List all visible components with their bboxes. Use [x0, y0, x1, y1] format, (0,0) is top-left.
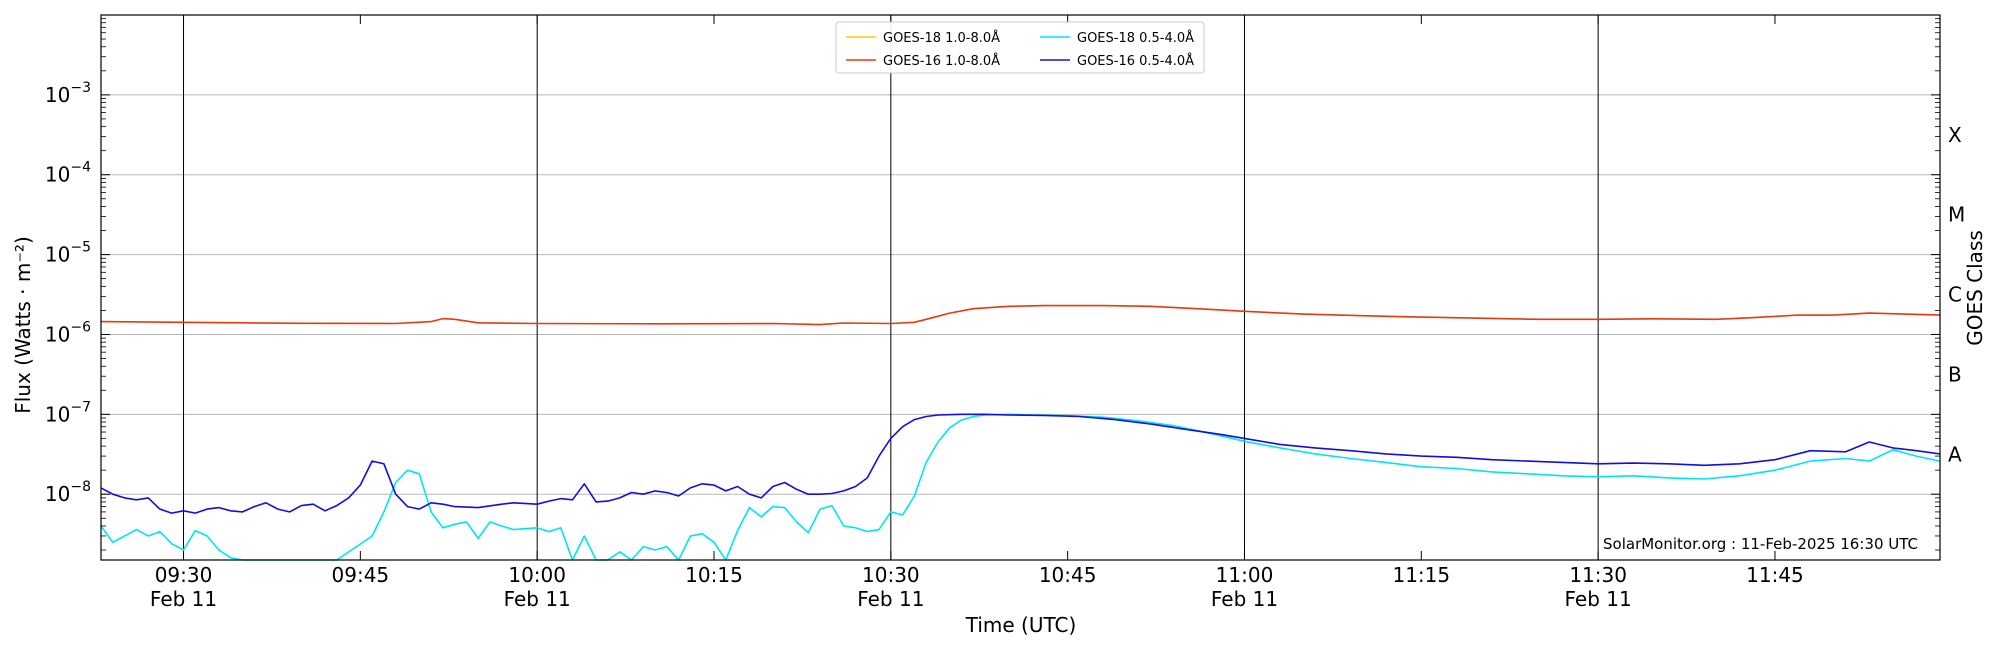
x-tick-date-label: Feb 11	[150, 587, 217, 611]
y-tick-label: 10−7	[45, 399, 91, 426]
goes-class-axis-label: GOES Class	[1963, 230, 1987, 346]
x-tick-label: 10:00	[508, 563, 566, 587]
series-lines	[100, 304, 1941, 561]
goes-class-label: B	[1948, 362, 1962, 386]
legend-label: GOES-18 1.0-8.0Å	[883, 30, 1000, 46]
x-tick-label: 11:45	[1746, 563, 1804, 587]
x-tick-label: 11:00	[1216, 563, 1274, 587]
x-tick-label: 11:30	[1569, 563, 1627, 587]
legend: GOES-18 1.0-8.0Å GOES-16 1.0-8.0Å GOES-18 …	[835, 21, 1205, 74]
y-tick-label: 10−6	[45, 319, 91, 346]
x-tick-date-label: Feb 11	[504, 587, 571, 611]
x-tick-label: 11:15	[1392, 563, 1450, 587]
x-tick-date-label: Feb 11	[1211, 587, 1278, 611]
legend-label: GOES-16 0.5-4.0Å	[1077, 53, 1194, 69]
x-tick-label: 10:30	[862, 563, 920, 587]
goes-class-label: A	[1948, 442, 1962, 466]
x-axis-label: Time (UTC)	[965, 613, 1077, 637]
y-tick-label: 10−3	[45, 80, 91, 107]
x-tick-label: 10:45	[1039, 563, 1097, 587]
goes-class-label: X	[1948, 123, 1962, 147]
y-tick-label: 10−4	[45, 160, 91, 187]
goes-class-label: C	[1948, 283, 1962, 307]
series-line	[100, 304, 1941, 326]
x-tick-date-label: Feb 11	[1565, 587, 1632, 611]
series-line	[100, 413, 1941, 514]
goes-class-label: M	[1948, 203, 1965, 227]
plot-frame	[100, 14, 1941, 561]
y-axis-label: Flux (Watts · m⁻²)	[11, 236, 35, 414]
grid	[101, 15, 1940, 560]
legend-label: GOES-18 0.5-4.0Å	[1077, 30, 1194, 46]
x-tick-date-label: Feb 11	[857, 587, 924, 611]
legend-label: GOES-16 1.0-8.0Å	[883, 53, 1000, 69]
x-tick-label: 09:30	[155, 563, 213, 587]
source-annotation: SolarMonitor.org : 11-Feb-2025 16:30 UTC	[1603, 535, 1918, 553]
legend-box	[835, 21, 1205, 74]
y-tick-label: 10−5	[45, 240, 91, 267]
y-tick-label: 10−8	[45, 479, 91, 506]
x-tick-label: 09:45	[332, 563, 390, 587]
x-tick-label: 10:15	[685, 563, 743, 587]
